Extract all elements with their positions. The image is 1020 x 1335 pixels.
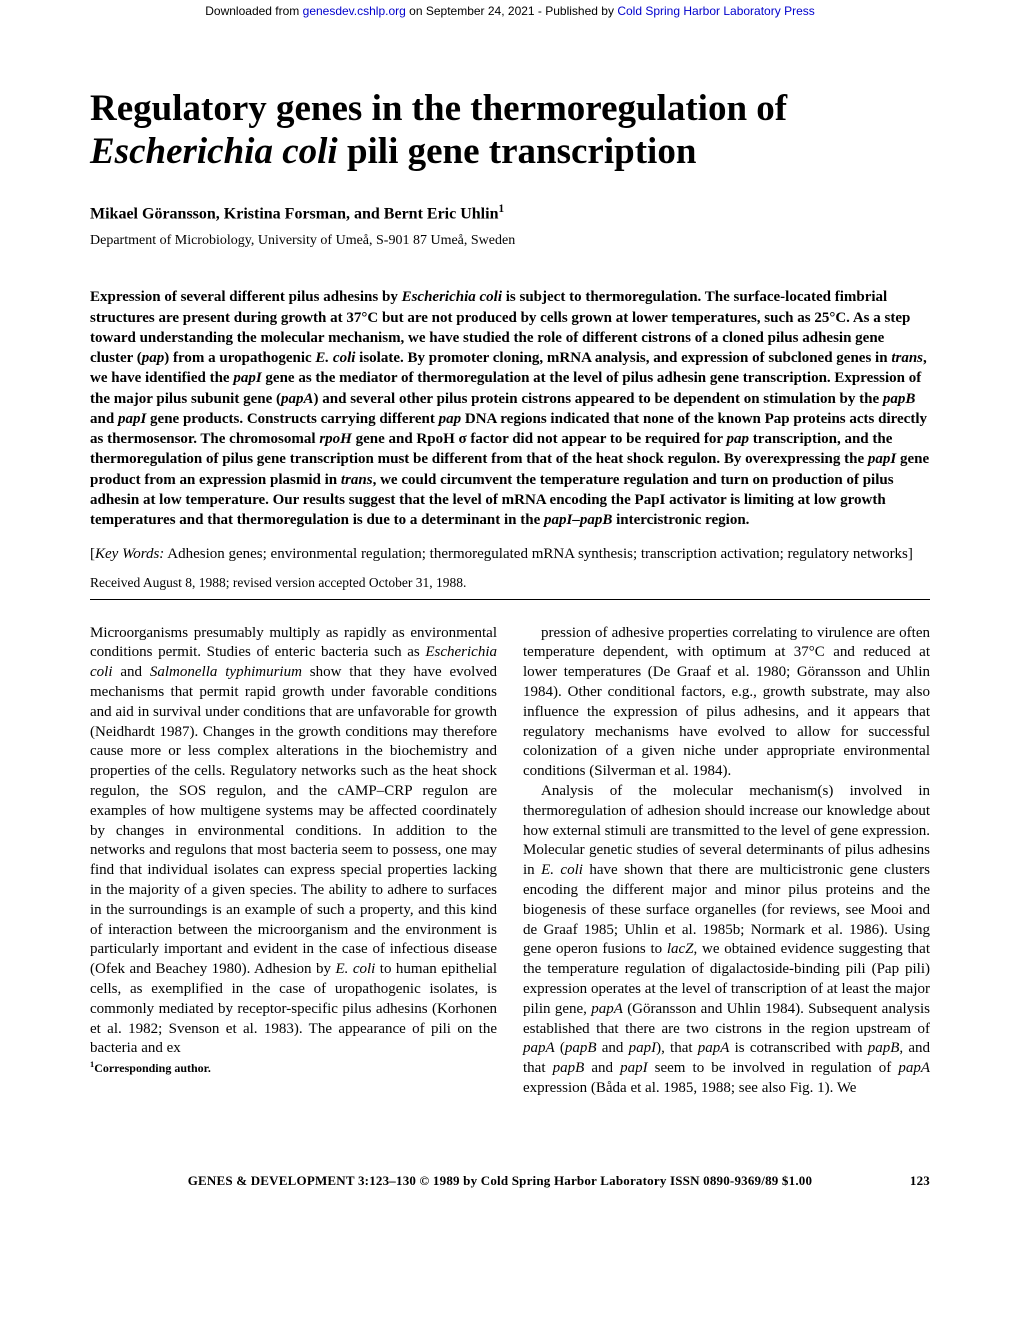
- keywords: [Key Words: Adhesion genes; environmenta…: [90, 544, 930, 564]
- corresponding-text: Corresponding author.: [94, 1061, 211, 1075]
- authors-line: Mikael Göransson, Kristina Forsman, and …: [90, 203, 930, 223]
- download-prefix: Downloaded from: [205, 4, 302, 18]
- body-paragraph: Analysis of the molecular mechanism(s) i…: [523, 782, 930, 1099]
- body-columns: Microorganisms presumably multiply as ra…: [90, 624, 930, 1099]
- download-mid: on September 24, 2021 - Published by: [406, 4, 617, 18]
- download-link-1[interactable]: genesdev.cshlp.org: [303, 4, 406, 18]
- affiliation: Department of Microbiology, University o…: [90, 233, 930, 249]
- download-bar: Downloaded from genesdev.cshlp.org on Se…: [0, 0, 1020, 48]
- page-content: Regulatory genes in the thermoregulation…: [0, 48, 1020, 1139]
- footer-citation: GENES & DEVELOPMENT 3:123–130 © 1989 by …: [188, 1173, 812, 1188]
- footer: GENES & DEVELOPMENT 3:123–130 © 1989 by …: [0, 1173, 1020, 1209]
- authors-names: Mikael Göransson, Kristina Forsman, and …: [90, 205, 498, 222]
- abstract: Expression of several different pilus ad…: [90, 287, 930, 530]
- download-link-2[interactable]: Cold Spring Harbor Laboratory Press: [617, 4, 814, 18]
- article-title: Regulatory genes in the thermoregulation…: [90, 88, 930, 173]
- divider-rule: [90, 599, 930, 600]
- body-paragraph: Microorganisms presumably multiply as ra…: [90, 624, 497, 1060]
- page-number: 123: [910, 1173, 930, 1189]
- received-dates: Received August 8, 1988; revised version…: [90, 575, 930, 591]
- author-footnote-marker: 1: [498, 203, 504, 215]
- corresponding-author-note: 1Corresponding author.: [90, 1059, 497, 1077]
- body-paragraph: pression of adhesive properties correlat…: [523, 624, 930, 782]
